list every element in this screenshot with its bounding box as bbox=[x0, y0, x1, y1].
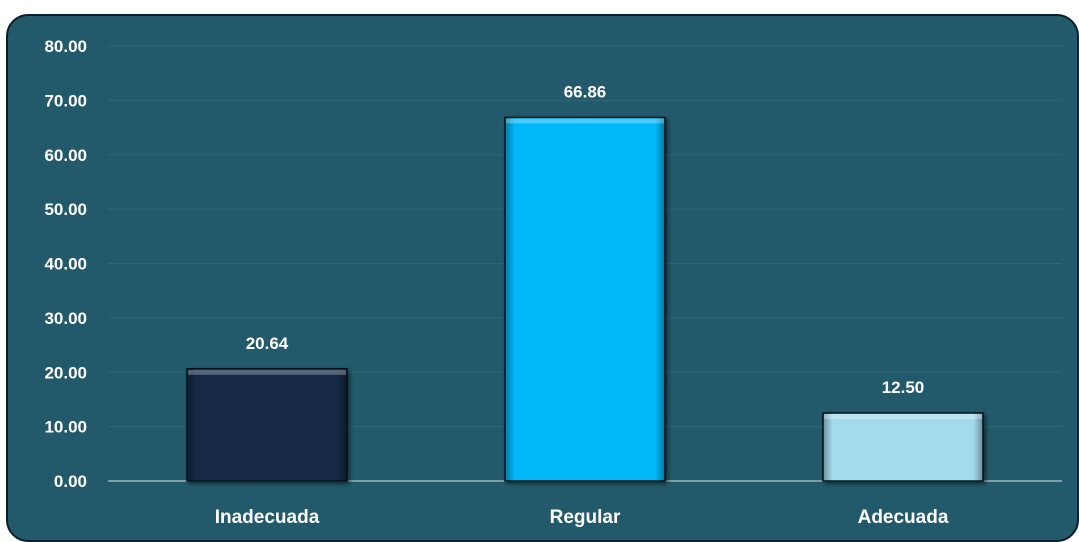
bar-bevel bbox=[823, 413, 983, 481]
y-tick-label: 10.00 bbox=[44, 418, 87, 437]
bar-bevel bbox=[187, 368, 347, 481]
y-tick-label: 60.00 bbox=[44, 146, 87, 165]
y-axis-tick-labels: 0.00 10.00 20.00 30.00 40.00 50.00 60.00 70.00 8… bbox=[44, 37, 87, 491]
y-tick-label: 20.00 bbox=[44, 363, 87, 382]
y-tick-label: 80.00 bbox=[44, 37, 87, 56]
bar-highlight bbox=[824, 414, 982, 420]
data-label: 66.86 bbox=[564, 82, 607, 101]
x-category-label: Regular bbox=[550, 507, 621, 528]
data-label: 12.50 bbox=[882, 378, 925, 397]
y-tick-label: 70.00 bbox=[44, 91, 87, 110]
y-tick-label: 0.00 bbox=[54, 472, 87, 491]
y-tick-label: 30.00 bbox=[44, 309, 87, 328]
x-category-label: Adecuada bbox=[858, 507, 949, 528]
bar-highlight bbox=[506, 118, 664, 124]
y-tick-label: 50.00 bbox=[44, 200, 87, 219]
data-label: 20.64 bbox=[246, 334, 289, 353]
bars bbox=[186, 116, 984, 482]
bar-bevel bbox=[505, 117, 665, 481]
bar-highlight bbox=[188, 369, 346, 375]
y-tick-label: 40.00 bbox=[44, 255, 87, 274]
x-category-label: Inadecuada bbox=[215, 507, 320, 528]
